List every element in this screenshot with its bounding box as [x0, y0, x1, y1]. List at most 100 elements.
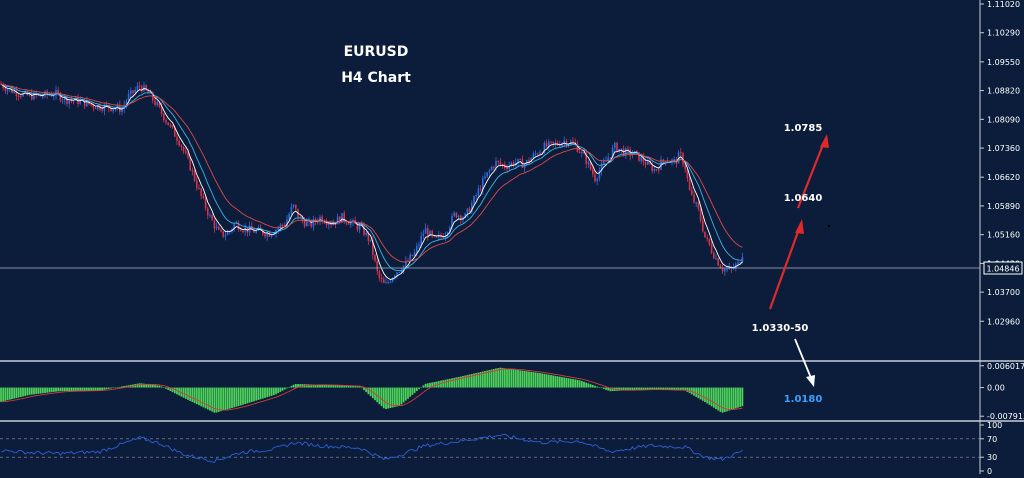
- histogram-bar: [369, 387, 372, 397]
- histogram-bar: [400, 387, 403, 405]
- candle-body: [110, 108, 112, 111]
- histogram-bar: [715, 387, 717, 410]
- histogram-bar: [609, 387, 612, 392]
- candle-body: [611, 147, 614, 158]
- candle-body: [446, 232, 449, 236]
- histogram-bar: [28, 387, 31, 395]
- histogram-bar: [151, 384, 154, 388]
- candle-body: [647, 160, 649, 165]
- histogram-bar: [574, 379, 577, 388]
- histogram-bar: [565, 377, 568, 388]
- histogram-bar: [413, 387, 416, 393]
- candle-body: [13, 90, 15, 93]
- candle-body: [739, 262, 741, 264]
- histogram-bar: [481, 371, 484, 388]
- histogram-bar: [389, 387, 392, 408]
- candle-body: [548, 141, 550, 147]
- candle-body: [215, 226, 218, 229]
- candle-body: [59, 93, 62, 101]
- candle-body: [325, 223, 328, 225]
- histogram-bar: [202, 387, 205, 408]
- histogram-bar: [499, 367, 502, 388]
- candle-body: [431, 230, 433, 236]
- histogram-bar: [382, 387, 385, 409]
- histogram-bar: [83, 387, 86, 391]
- histogram-bar: [431, 382, 434, 388]
- oscillator-2-tick-label: 70: [987, 435, 997, 444]
- candle-body: [200, 188, 202, 196]
- histogram-bar: [33, 387, 35, 395]
- histogram-bar: [600, 387, 603, 389]
- histogram-bar: [455, 377, 458, 388]
- candle-body: [156, 102, 158, 106]
- histogram-bar: [541, 373, 544, 388]
- candle-body: [620, 148, 623, 150]
- histogram-bar: [387, 387, 390, 409]
- histogram-bar: [39, 387, 42, 394]
- candle-body: [710, 244, 713, 253]
- histogram-bar: [140, 383, 143, 388]
- candle-body: [125, 101, 128, 106]
- histogram-bar: [17, 387, 20, 398]
- candle-body: [713, 252, 715, 259]
- histogram-bar: [633, 387, 636, 391]
- histogram-bar: [622, 387, 625, 391]
- candle-body: [174, 127, 176, 137]
- histogram-bar: [631, 387, 634, 391]
- histogram-bar: [213, 387, 216, 413]
- candle-body: [207, 208, 209, 216]
- histogram-bar: [85, 387, 88, 391]
- candle-body: [490, 166, 493, 171]
- histogram-bar: [572, 379, 574, 388]
- candle-body: [26, 91, 29, 96]
- candle-body: [534, 153, 537, 155]
- candle-body: [510, 162, 513, 166]
- histogram-bar: [180, 387, 183, 397]
- histogram-bar: [462, 376, 464, 388]
- candle-body: [482, 178, 484, 191]
- current-price-label: 1.04846: [986, 265, 1019, 274]
- histogram-bar: [448, 378, 451, 388]
- candle-body: [286, 219, 288, 226]
- histogram-bar: [160, 386, 163, 388]
- histogram-bar: [391, 387, 394, 408]
- candle-body: [638, 152, 640, 161]
- candle-body: [407, 260, 409, 262]
- histogram-bar: [660, 387, 662, 390]
- price-tick-label: 1.02960: [987, 317, 1020, 326]
- histogram-bar: [11, 387, 13, 400]
- candle-body: [583, 151, 585, 154]
- histogram-bar: [719, 387, 722, 412]
- candle-body: [4, 88, 7, 92]
- candle-body: [594, 174, 596, 182]
- histogram-bar: [30, 387, 33, 395]
- oscillator-series-line: [0, 433, 743, 464]
- histogram-bar: [24, 387, 27, 396]
- histogram-bar: [167, 387, 170, 390]
- histogram-bar: [209, 387, 211, 411]
- histogram-bar: [266, 387, 269, 398]
- histogram-bar: [310, 384, 313, 388]
- histogram-bar: [398, 387, 401, 406]
- histogram-bar: [422, 385, 425, 388]
- arrow-down: [794, 338, 812, 379]
- histogram-bar: [607, 387, 610, 391]
- candle-body: [321, 216, 323, 222]
- candle-body: [20, 96, 22, 98]
- histogram-bar: [224, 387, 227, 410]
- candle-body: [488, 170, 491, 173]
- histogram-bar: [118, 386, 121, 388]
- histogram-bar: [468, 374, 471, 388]
- candle-body: [442, 236, 444, 239]
- candle-body: [15, 90, 18, 96]
- candle-body: [435, 236, 438, 238]
- candle-body: [132, 90, 134, 93]
- candle-body: [453, 212, 455, 216]
- candle-body: [614, 142, 616, 148]
- histogram-bar: [534, 372, 537, 388]
- histogram-bar: [690, 387, 693, 395]
- histogram-bar: [473, 373, 475, 388]
- candle-body: [640, 156, 642, 161]
- candle-body: [457, 215, 460, 218]
